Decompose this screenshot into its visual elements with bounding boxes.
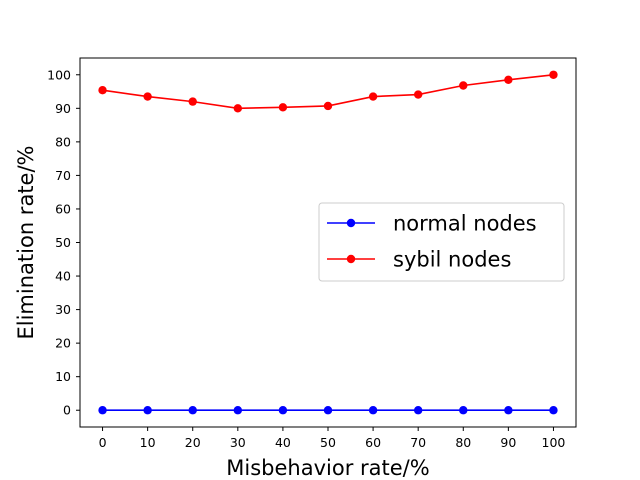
data-point-normal-nodes (188, 406, 197, 415)
legend-marker-sybil-nodes (346, 254, 356, 264)
data-point-sybil-nodes (368, 92, 378, 101)
legend: normal nodes sybil nodes (318, 202, 565, 282)
data-point-normal-nodes (143, 406, 152, 415)
x-tick-label: 70 (410, 435, 426, 450)
y-tick-label: 0 (63, 403, 71, 418)
data-point-sybil-nodes (188, 97, 197, 106)
data-point-sybil-nodes (278, 103, 288, 112)
y-tick-label: 30 (55, 302, 71, 317)
data-point-normal-nodes (278, 406, 288, 415)
y-tick-label: 20 (55, 336, 71, 351)
legend-marker-normal-nodes (346, 218, 356, 228)
legend-label-normal-nodes: normal nodes (393, 212, 537, 236)
data-point-sybil-nodes (323, 101, 333, 111)
x-tick-label: 80 (455, 435, 471, 450)
y-tick-label: 90 (55, 101, 71, 116)
y-tick-label: 100 (47, 67, 71, 82)
data-point-sybil-nodes (143, 92, 152, 101)
x-tick-label: 60 (365, 435, 381, 450)
x-tick-label: 50 (320, 435, 336, 450)
y-axis: 0 10 20 30 40 50 60 70 80 90 100 (47, 67, 80, 418)
data-point-sybil-nodes (549, 70, 558, 79)
data-point-normal-nodes (549, 406, 558, 415)
y-tick-label: 80 (55, 134, 71, 149)
x-tick-label: 0 (99, 435, 107, 450)
data-point-normal-nodes (413, 406, 423, 415)
data-point-sybil-nodes (413, 90, 423, 99)
data-point-normal-nodes (98, 406, 107, 415)
y-tick-label: 10 (55, 369, 71, 384)
legend-label-sybil-nodes: sybil nodes (393, 248, 511, 272)
y-tick-label: 40 (55, 269, 71, 284)
y-tick-label: 70 (55, 168, 71, 183)
x-tick-label: 90 (500, 435, 516, 450)
data-point-sybil-nodes (98, 86, 107, 95)
series-layer (98, 70, 558, 415)
x-tick-label: 20 (185, 435, 201, 450)
data-point-normal-nodes (504, 406, 513, 415)
data-point-sybil-nodes (459, 81, 468, 90)
y-tick-label: 60 (55, 201, 71, 216)
x-axis-title: Misbehavior rate/% (226, 456, 429, 480)
data-point-normal-nodes (323, 406, 333, 415)
x-axis: 0 10 20 30 40 50 60 70 80 90 100 (99, 427, 566, 450)
data-point-sybil-nodes (504, 75, 513, 85)
data-point-sybil-nodes (233, 104, 243, 113)
x-tick-label: 30 (230, 435, 246, 450)
x-tick-label: 100 (542, 435, 566, 450)
data-point-normal-nodes (459, 406, 468, 415)
y-axis-title: Elimination rate/% (14, 146, 38, 340)
legend-box (318, 202, 565, 282)
x-tick-label: 40 (275, 435, 291, 450)
data-point-normal-nodes (368, 406, 378, 415)
x-tick-label: 10 (140, 435, 156, 450)
data-point-normal-nodes (233, 406, 243, 415)
y-tick-label: 50 (55, 235, 71, 250)
